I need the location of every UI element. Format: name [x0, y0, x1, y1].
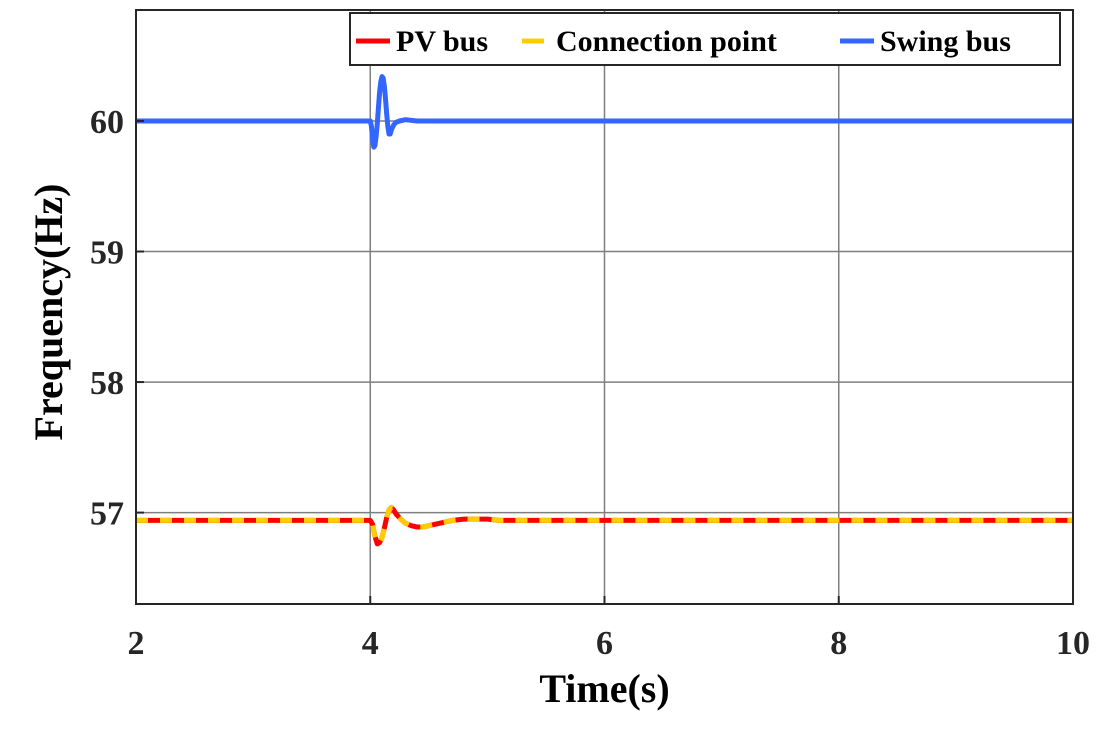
x-tick-label: 4: [362, 625, 379, 662]
y-tick-label: 57: [90, 496, 124, 533]
x-tick-label: 2: [128, 625, 145, 662]
y-tick-label: 59: [90, 235, 124, 272]
legend-label: PV bus: [396, 25, 488, 58]
series-line-2: [136, 504, 1073, 547]
y-axis-label: Frequency(Hz): [26, 184, 71, 441]
y-tick-label: 60: [90, 104, 124, 141]
x-tick-label: 8: [830, 625, 847, 662]
y-tick-label: 58: [90, 365, 124, 402]
x-axis-label: Time(s): [539, 666, 669, 711]
legend-box: [349, 12, 1061, 66]
series-line-3: [136, 74, 1073, 150]
legend-label: Swing bus: [880, 25, 1011, 58]
series-layer: [136, 74, 1073, 547]
x-tick-label: 10: [1056, 625, 1090, 662]
x-tick-label: 6: [596, 625, 613, 662]
tick-labels: 2 4 6 8 10 57 58 59 60: [90, 104, 1090, 662]
legend: PV bus Connection point Swing bus: [349, 12, 1061, 66]
legend-label: Connection point: [556, 25, 777, 58]
